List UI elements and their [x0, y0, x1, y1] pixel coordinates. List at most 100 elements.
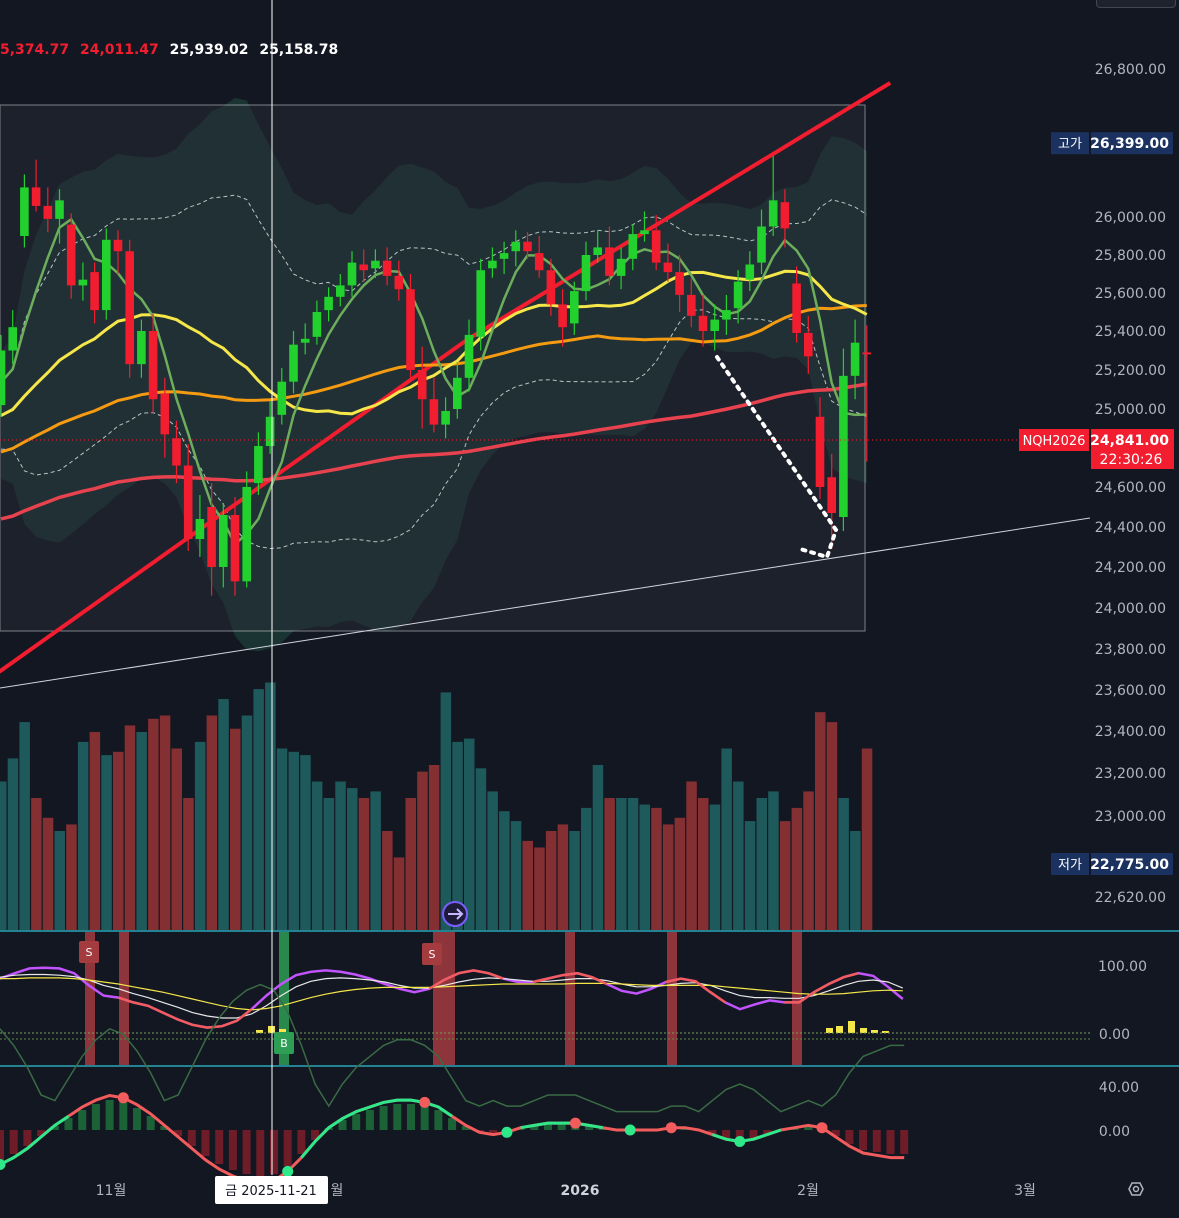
stoch-marker: [871, 1030, 878, 1033]
volume-bar: [206, 715, 218, 930]
macd-cross-dot: [0, 1159, 6, 1170]
volume-bar: [662, 824, 674, 930]
candle-up: [757, 226, 766, 263]
macd-histogram-bar: [407, 1104, 415, 1130]
macd-cross-dot: [419, 1096, 431, 1108]
macd-histogram-bar: [489, 1130, 498, 1134]
volume-bar: [756, 798, 767, 930]
volume-bar: [779, 821, 791, 930]
stoch-down-segment: [118, 996, 253, 1029]
macd-histogram-bar: [338, 1120, 347, 1130]
ma-50-line: [0, 304, 867, 454]
candle-up: [733, 281, 743, 309]
volume-bar: [768, 791, 779, 930]
macd-histogram-bar: [393, 1104, 402, 1130]
macd-histogram-bar: [187, 1130, 196, 1146]
volume-bar: [42, 817, 54, 930]
volume-bar: [815, 712, 826, 930]
macd-up-segment: [520, 1121, 604, 1130]
time-label: 11월: [96, 1183, 127, 1199]
candle-up: [242, 487, 251, 582]
last-price-box: [1091, 429, 1174, 470]
volume-bar: [288, 751, 299, 930]
candle-up: [628, 234, 638, 259]
macd-histogram-bar: [201, 1130, 210, 1156]
candle-up: [850, 342, 860, 376]
price-tick: 24,000.00: [1095, 601, 1166, 617]
macd-histogram-bar: [50, 1126, 59, 1130]
volume-bar: [557, 824, 569, 930]
candle-up: [336, 285, 345, 297]
macd-histogram-bar: [352, 1114, 361, 1130]
volume-bar: [405, 798, 416, 930]
volume-bar: [265, 682, 276, 930]
candle-up: [55, 200, 64, 219]
volume-bar: [744, 821, 756, 930]
volume-bar: [124, 725, 136, 930]
candle-up: [254, 446, 263, 484]
macd-histogram-bar: [228, 1130, 237, 1170]
signal-highlight-bar: [85, 932, 95, 1065]
high-value: 26,399.00: [1090, 136, 1169, 152]
price-tick: 26,800.00: [1095, 62, 1166, 78]
macd-cross-dot: [665, 1122, 677, 1134]
candle-down: [406, 289, 415, 370]
volume-bar: [604, 798, 615, 930]
macd-cross-dot: [816, 1122, 828, 1134]
candle-up: [137, 331, 146, 365]
volume-bar: [136, 732, 147, 930]
low-label-box: [1051, 853, 1089, 875]
candle-down: [90, 272, 99, 311]
volume-bar: [218, 699, 229, 930]
volume-bar: [171, 748, 182, 930]
macd-histogram-bar: [119, 1102, 128, 1130]
low-value: 22,775.00: [1090, 857, 1169, 873]
candle-down: [698, 315, 708, 331]
volume-bar: [300, 755, 311, 930]
settings-gear-icon[interactable]: [1128, 1182, 1144, 1196]
candle-down: [160, 393, 170, 435]
macd-histogram-bar: [859, 1130, 868, 1150]
macd-histogram-bar: [735, 1130, 744, 1140]
macd-histogram-bar: [105, 1100, 114, 1130]
trend-line: [0, 517, 1090, 689]
stoch-marker: [860, 1028, 867, 1033]
candle-down: [31, 187, 41, 206]
candle-down: [534, 253, 544, 271]
stoch-down-segment: [428, 969, 504, 990]
candle-down: [359, 264, 368, 271]
macd-histogram-bar: [585, 1126, 594, 1130]
price-tick: 24,200.00: [1095, 560, 1166, 576]
volume-bar: [581, 807, 592, 930]
candle-down: [148, 331, 158, 400]
candle-down: [43, 205, 53, 219]
stoch-down-segment: [784, 971, 859, 1004]
volume-bar: [89, 732, 101, 930]
time-label: 월: [331, 1183, 344, 1199]
candle-up: [324, 296, 333, 311]
macd-histogram-bar: [78, 1110, 87, 1130]
top-right-button[interactable]: [1096, 0, 1176, 8]
candle-up: [768, 200, 778, 227]
candle-up: [839, 375, 848, 517]
volume-bar: [7, 758, 19, 930]
high-label: 고가: [1058, 137, 1082, 152]
stoch-marker: [826, 1028, 833, 1033]
price-tick: 25,600.00: [1095, 286, 1166, 302]
candle-up: [20, 187, 29, 236]
stoch-down-segment: [665, 977, 726, 1004]
macd-histogram-bar: [242, 1130, 251, 1174]
macd-histogram-bar: [174, 1130, 183, 1136]
price-tick: 24,400.00: [1095, 520, 1166, 536]
candle-up: [265, 416, 275, 447]
candle-up: [347, 262, 357, 286]
macd-histogram-bar: [379, 1106, 388, 1130]
macd-histogram-bar: [256, 1130, 265, 1176]
candle-up: [640, 230, 649, 235]
volume-bar: [861, 748, 873, 930]
macd-histogram-bar: [37, 1130, 46, 1136]
candle-down: [651, 230, 661, 263]
price-tick: 25,000.00: [1095, 402, 1166, 418]
